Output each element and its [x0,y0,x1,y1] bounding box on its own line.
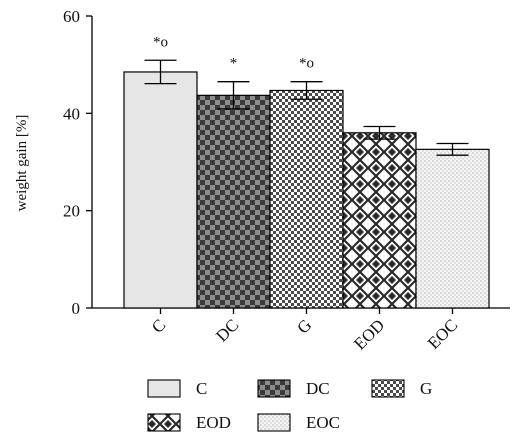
y-tick-label: 60 [63,7,80,26]
legend-label: C [196,379,207,398]
y-tick-label: 20 [63,202,80,221]
y-axis-label: weight gain [%] [14,115,30,212]
legend-swatch [257,413,291,432]
error-bar-eoc [436,142,469,156]
bar-eod [342,132,417,309]
bar-g [269,89,344,309]
y-tick-label: 40 [63,104,80,123]
significance-label: *o [153,34,168,50]
y-tick-label: 0 [72,299,81,318]
plot-area: 0 20 40 60 *o C * DC *o G EOD EOC [63,7,510,354]
x-tick-label: DC [212,315,242,345]
significance-label: * [230,56,238,72]
legend-swatch [257,379,291,398]
bar-dc [196,94,271,309]
legend-label: G [420,379,432,398]
legend-item-g: G [371,379,432,398]
error-bar-c [144,59,177,85]
x-tick-label: EOD [350,315,388,353]
legend-swatch [147,413,181,432]
bar-eoc [415,148,490,309]
legend-item-eod: EOD [147,413,231,432]
x-tick-label: C [148,315,169,336]
x-tick-label: EOC [424,315,461,352]
x-tick-label: G [293,315,315,337]
bar-c [123,71,198,309]
legend-item-eoc: EOC [257,413,340,432]
legend: C DC G EOD EOC [147,379,432,432]
legend-label: EOD [196,413,231,432]
error-bar-dc [217,81,250,110]
error-bar-eod [363,125,396,140]
legend-item-c: C [147,379,207,398]
legend-label: DC [306,379,330,398]
significance-label: *o [299,56,314,72]
error-bar-g [290,81,323,100]
legend-label: EOC [306,413,340,432]
legend-swatch [371,379,405,398]
legend-swatch [147,379,181,398]
legend-item-dc: DC [257,379,330,398]
